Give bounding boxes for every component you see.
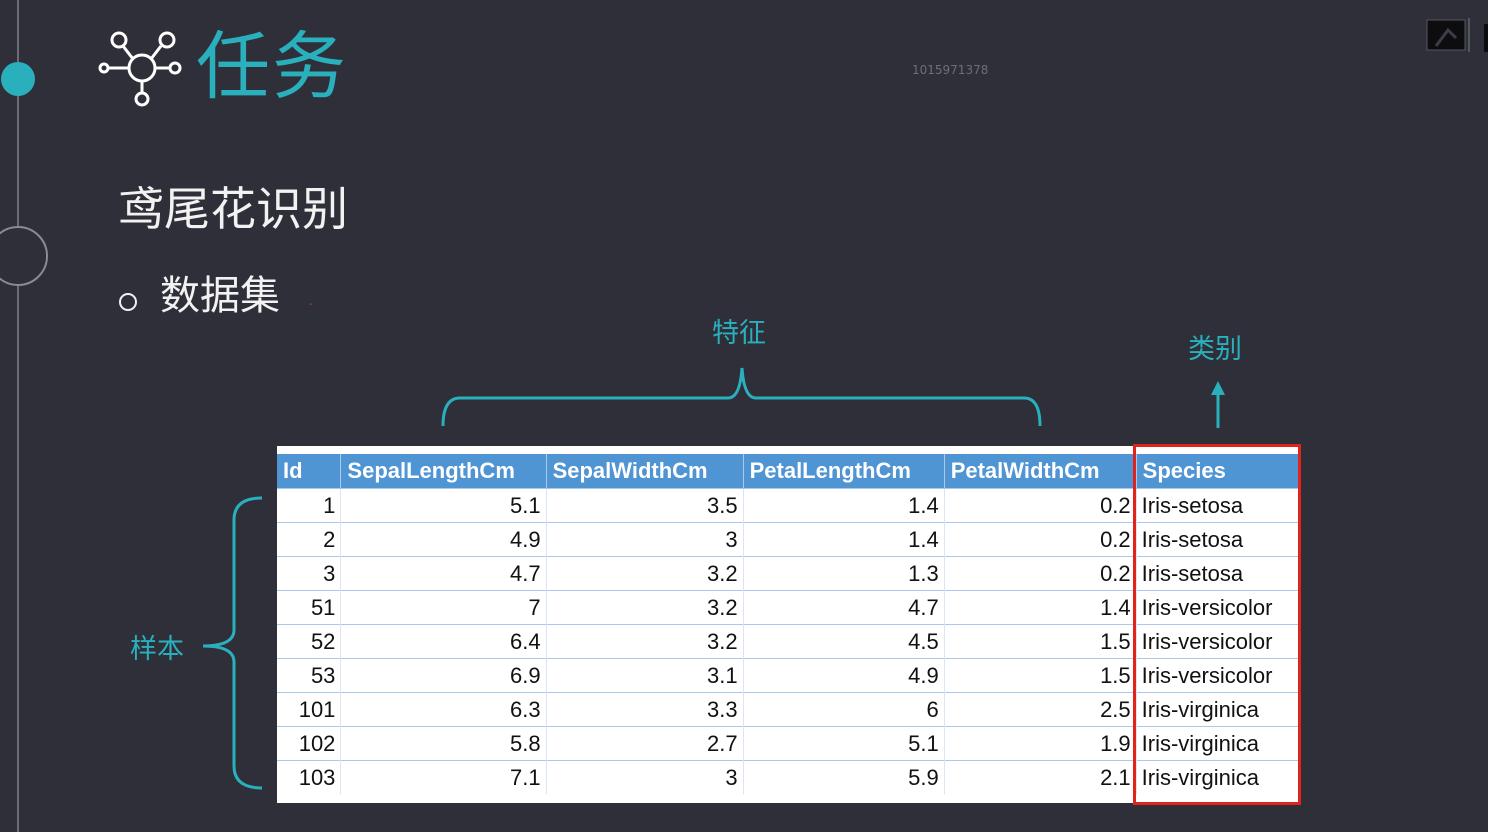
species-cell[interactable]: Iris-setosa [1136,556,1300,591]
species-highlight-box [1133,444,1301,805]
sepal-width-cell[interactable]: 3.5 [546,488,744,523]
sepal-length-cell[interactable]: 7 [340,590,547,625]
screen-share-icon[interactable] [1426,16,1488,56]
petal-length-cell[interactable]: 5.1 [743,726,945,761]
id-cell[interactable]: 51 [277,590,342,625]
sepal-width-cell[interactable]: 3.1 [546,658,744,693]
sepal-length-cell[interactable]: 6.4 [340,624,547,659]
petal-width-cell[interactable]: 0.2 [944,522,1137,557]
species-cell[interactable]: Iris-virginica [1136,760,1300,794]
up-arrow-icon [1211,381,1225,428]
sepal-length-cell[interactable]: 5.8 [340,726,547,761]
sepal-length-cell[interactable]: 5.1 [340,488,547,523]
petal-length-cell[interactable]: 5.9 [743,760,945,794]
header-species[interactable]: Species [1136,454,1300,489]
sepal-width-cell[interactable]: 3.2 [546,624,744,659]
petal-width-cell[interactable]: 1.9 [944,726,1137,761]
id-cell[interactable]: 102 [277,726,342,761]
table-row: 51 7 3.2 4.7 1.4 Iris-versicolor [277,590,1300,625]
timeline-line [17,0,19,832]
table-row: 101 6.3 3.3 6 2.5 Iris-virginica [277,692,1300,727]
features-brace-icon [441,367,1042,427]
header-id[interactable]: Id [277,454,342,489]
sepal-width-cell[interactable]: 2.7 [546,726,744,761]
species-cell[interactable]: Iris-versicolor [1136,590,1300,625]
petal-length-cell[interactable]: 1.3 [743,556,945,591]
header-sepal-width[interactable]: SepalWidthCm [546,454,744,489]
sepal-length-cell[interactable]: 4.9 [340,522,547,557]
table-row: 3 4.7 3.2 1.3 0.2 Iris-setosa [277,556,1300,591]
petal-length-cell[interactable]: 4.9 [743,658,945,693]
table-row: 102 5.8 2.7 5.1 1.9 Iris-virginica [277,726,1300,761]
sepal-width-cell[interactable]: 3.2 [546,590,744,625]
species-cell[interactable]: Iris-versicolor [1136,658,1300,693]
species-cell[interactable]: Iris-virginica [1136,726,1300,761]
header-petal-length[interactable]: PetalLengthCm [743,454,945,489]
class-label: 类别 [1188,334,1242,365]
id-cell[interactable]: 53 [277,658,342,693]
sepal-width-cell[interactable]: 3.3 [546,692,744,727]
bullet-dataset: 数据集 [160,273,280,319]
samples-label: 样本 [130,634,184,665]
petal-width-cell[interactable]: 0.2 [944,556,1137,591]
table-row: 52 6.4 3.2 4.5 1.5 Iris-versicolor [277,624,1300,659]
sepal-length-cell[interactable]: 6.9 [340,658,547,693]
id-cell[interactable]: 1 [277,488,342,523]
slide-subtitle: 鸢尾花识别 [118,182,348,236]
table-row: 2 4.9 3 1.4 0.2 Iris-setosa [277,522,1300,557]
iris-dataset-table: Id SepalLengthCm SepalWidthCm PetalLengt… [277,454,1300,794]
timeline-dot-inactive [0,226,48,286]
sepal-width-cell[interactable]: 3 [546,522,744,557]
id-cell[interactable]: 2 [277,522,342,557]
petal-width-cell[interactable]: 0.2 [944,488,1137,523]
table-row: 1 5.1 3.5 1.4 0.2 Iris-setosa [277,488,1300,523]
id-cell[interactable]: 103 [277,760,342,794]
timeline-dot-active [1,62,35,96]
watermark-text: 1015971378 [912,63,989,77]
petal-width-cell[interactable]: 1.5 [944,624,1137,659]
petal-width-cell[interactable]: 2.1 [944,760,1137,794]
species-cell[interactable]: Iris-versicolor [1136,624,1300,659]
bullet-circle-icon [119,293,137,311]
table-row: 103 7.1 3 5.9 2.1 Iris-virginica [277,760,1300,794]
species-cell[interactable]: Iris-setosa [1136,522,1300,557]
iris-dataset-table-container: Id SepalLengthCm SepalWidthCm PetalLengt… [277,446,1300,803]
id-cell[interactable]: 52 [277,624,342,659]
species-cell[interactable]: Iris-setosa [1136,488,1300,523]
petal-width-cell[interactable]: 2.5 [944,692,1137,727]
sepal-length-cell[interactable]: 4.7 [340,556,547,591]
petal-length-cell[interactable]: 4.7 [743,590,945,625]
features-label: 特征 [712,318,766,349]
sepal-width-cell[interactable]: 3.2 [546,556,744,591]
species-cell[interactable]: Iris-virginica [1136,692,1300,727]
header-sepal-length[interactable]: SepalLengthCm [340,454,547,489]
table-row: 53 6.9 3.1 4.9 1.5 Iris-versicolor [277,658,1300,693]
slide-title: 任务 [196,24,348,110]
table-header-row: Id SepalLengthCm SepalWidthCm PetalLengt… [277,454,1300,489]
table-body: 1 5.1 3.5 1.4 0.2 Iris-setosa 2 4.9 3 1.4 0.2 Iris-… [277,488,1300,794]
id-cell[interactable]: 101 [277,692,342,727]
hub-network-icon [98,31,182,107]
header-petal-width[interactable]: PetalWidthCm [944,454,1137,489]
petal-length-cell[interactable]: 1.4 [743,488,945,523]
sepal-width-cell[interactable]: 3 [546,760,744,794]
petal-length-cell[interactable]: 1.4 [743,522,945,557]
petal-length-cell[interactable]: 4.5 [743,624,945,659]
petal-length-cell[interactable]: 6 [743,692,945,727]
sepal-length-cell[interactable]: 7.1 [340,760,547,794]
samples-brace-icon [202,496,263,790]
sepal-length-cell[interactable]: 6.3 [340,692,547,727]
tiny-mark: - [309,299,313,310]
petal-width-cell[interactable]: 1.4 [944,590,1137,625]
petal-width-cell[interactable]: 1.5 [944,658,1137,693]
id-cell[interactable]: 3 [277,556,342,591]
